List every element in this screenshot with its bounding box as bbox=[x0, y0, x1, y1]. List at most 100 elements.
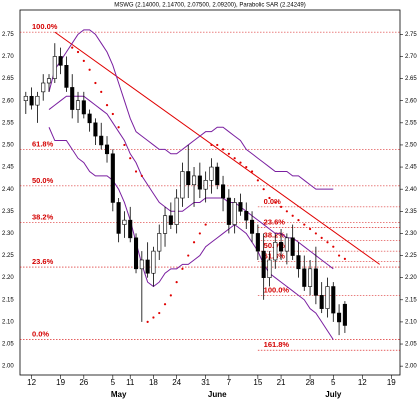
y-tick-label: 2.25 bbox=[2, 253, 14, 259]
sar-dot bbox=[239, 161, 242, 164]
y-tick-label: 2.15 bbox=[405, 297, 417, 303]
sar-dot bbox=[187, 254, 190, 257]
candle-body bbox=[255, 233, 260, 252]
candle-body bbox=[192, 175, 197, 186]
y-tick-label: 2.65 bbox=[2, 76, 14, 82]
candle-body bbox=[157, 233, 162, 252]
candle-body bbox=[302, 268, 307, 287]
month-label: July bbox=[325, 390, 342, 399]
band-line bbox=[48, 95, 334, 270]
sar-dot bbox=[320, 236, 323, 239]
candle-body bbox=[133, 237, 139, 270]
x-tick-label: 5 bbox=[111, 378, 116, 387]
y-tick-label: 2.10 bbox=[2, 319, 14, 325]
x-tick-label: 5 bbox=[331, 378, 336, 387]
candle-body bbox=[93, 122, 98, 137]
sar-dot bbox=[76, 50, 80, 54]
candle-body bbox=[261, 250, 266, 278]
sar-dot bbox=[146, 320, 149, 324]
month-label: May bbox=[111, 390, 127, 399]
plot-frame bbox=[19, 9, 401, 376]
candle-body bbox=[75, 100, 81, 110]
y-tick-label: 2.60 bbox=[405, 98, 417, 104]
y-tick-label: 2.00 bbox=[2, 364, 14, 370]
sar-dot bbox=[181, 267, 184, 270]
sar-dot bbox=[279, 205, 283, 208]
band-line bbox=[48, 127, 334, 340]
sar-dot bbox=[94, 81, 97, 85]
y-tick-label: 2.50 bbox=[2, 143, 14, 149]
candle-body bbox=[87, 113, 92, 124]
x-tick-label: 15 bbox=[253, 378, 262, 387]
fib-label: 100.0% bbox=[264, 285, 290, 294]
candle-body bbox=[232, 202, 237, 225]
y-tick-label: 2.55 bbox=[405, 120, 417, 126]
candle-body bbox=[151, 250, 156, 274]
sar-dot bbox=[308, 227, 312, 231]
band-line bbox=[48, 29, 334, 190]
candle-body bbox=[342, 303, 347, 326]
candle-body bbox=[244, 211, 249, 221]
sar-dot bbox=[332, 245, 335, 248]
candle-body bbox=[313, 268, 318, 296]
sar-dot bbox=[285, 210, 288, 213]
candle-body bbox=[267, 259, 272, 278]
x-tick-label: 19 bbox=[387, 378, 396, 387]
y-tick-label: 2.20 bbox=[2, 275, 14, 281]
candle-body bbox=[110, 153, 115, 203]
fib-label: 0.0% bbox=[32, 330, 49, 339]
candle-body bbox=[238, 202, 243, 212]
sar-dot bbox=[291, 214, 294, 217]
sar-dot bbox=[71, 46, 74, 49]
sar-dot bbox=[117, 126, 120, 129]
chart-title: MSWG (2.14000, 2.14700, 2.07500, 2.09200… bbox=[114, 3, 305, 9]
y-tick-label: 2.20 bbox=[405, 275, 417, 281]
sar-dot bbox=[337, 254, 341, 257]
candle-body bbox=[325, 286, 330, 309]
sar-dot bbox=[163, 303, 167, 306]
sar-dot bbox=[158, 311, 161, 315]
fib-label: 161.8% bbox=[264, 340, 290, 349]
sar-dot bbox=[140, 174, 143, 178]
sar-dot bbox=[105, 104, 109, 107]
sar-dot bbox=[216, 143, 219, 147]
sar-dot bbox=[210, 143, 213, 147]
y-tick-label: 2.50 bbox=[405, 143, 417, 149]
y-tick-label: 2.30 bbox=[2, 231, 14, 237]
sar-dot bbox=[262, 188, 265, 191]
candle-body bbox=[58, 56, 63, 66]
fib-label: 100.0% bbox=[32, 22, 58, 31]
y-tick-label: 2.45 bbox=[2, 165, 14, 171]
fib-label: 61.8% bbox=[32, 139, 54, 148]
candle-body bbox=[226, 197, 231, 225]
candle-body bbox=[35, 95, 40, 106]
candle-body bbox=[308, 268, 313, 287]
x-tick-label: 26 bbox=[79, 378, 88, 387]
x-tick-label: 28 bbox=[306, 378, 315, 387]
y-tick-label: 2.55 bbox=[2, 120, 14, 126]
fib-label: 23.6% bbox=[32, 257, 54, 266]
sar-dot bbox=[274, 201, 277, 204]
sar-dot bbox=[256, 179, 259, 182]
candle-body bbox=[296, 255, 301, 270]
candle-body bbox=[145, 259, 150, 274]
sar-dot bbox=[100, 90, 103, 93]
y-tick-label: 2.10 bbox=[405, 319, 417, 325]
fib-label: 23.6% bbox=[264, 218, 286, 227]
y-tick-label: 2.75 bbox=[405, 32, 417, 38]
x-tick-label: 12 bbox=[358, 378, 367, 387]
sar-dot bbox=[88, 68, 91, 71]
sar-dot bbox=[192, 241, 196, 244]
y-tick-label: 2.35 bbox=[405, 209, 417, 215]
candle-body bbox=[104, 144, 110, 155]
candle-body bbox=[41, 82, 46, 93]
y-tick-label: 2.35 bbox=[2, 209, 14, 215]
x-tick-label: 19 bbox=[56, 378, 65, 387]
y-tick-label: 2.65 bbox=[405, 76, 417, 82]
fib-label: 38.2% bbox=[32, 212, 54, 221]
sar-dot bbox=[169, 294, 172, 297]
y-tick-label: 2.05 bbox=[2, 342, 14, 348]
sar-dot bbox=[227, 152, 230, 155]
candle-body bbox=[23, 95, 28, 101]
